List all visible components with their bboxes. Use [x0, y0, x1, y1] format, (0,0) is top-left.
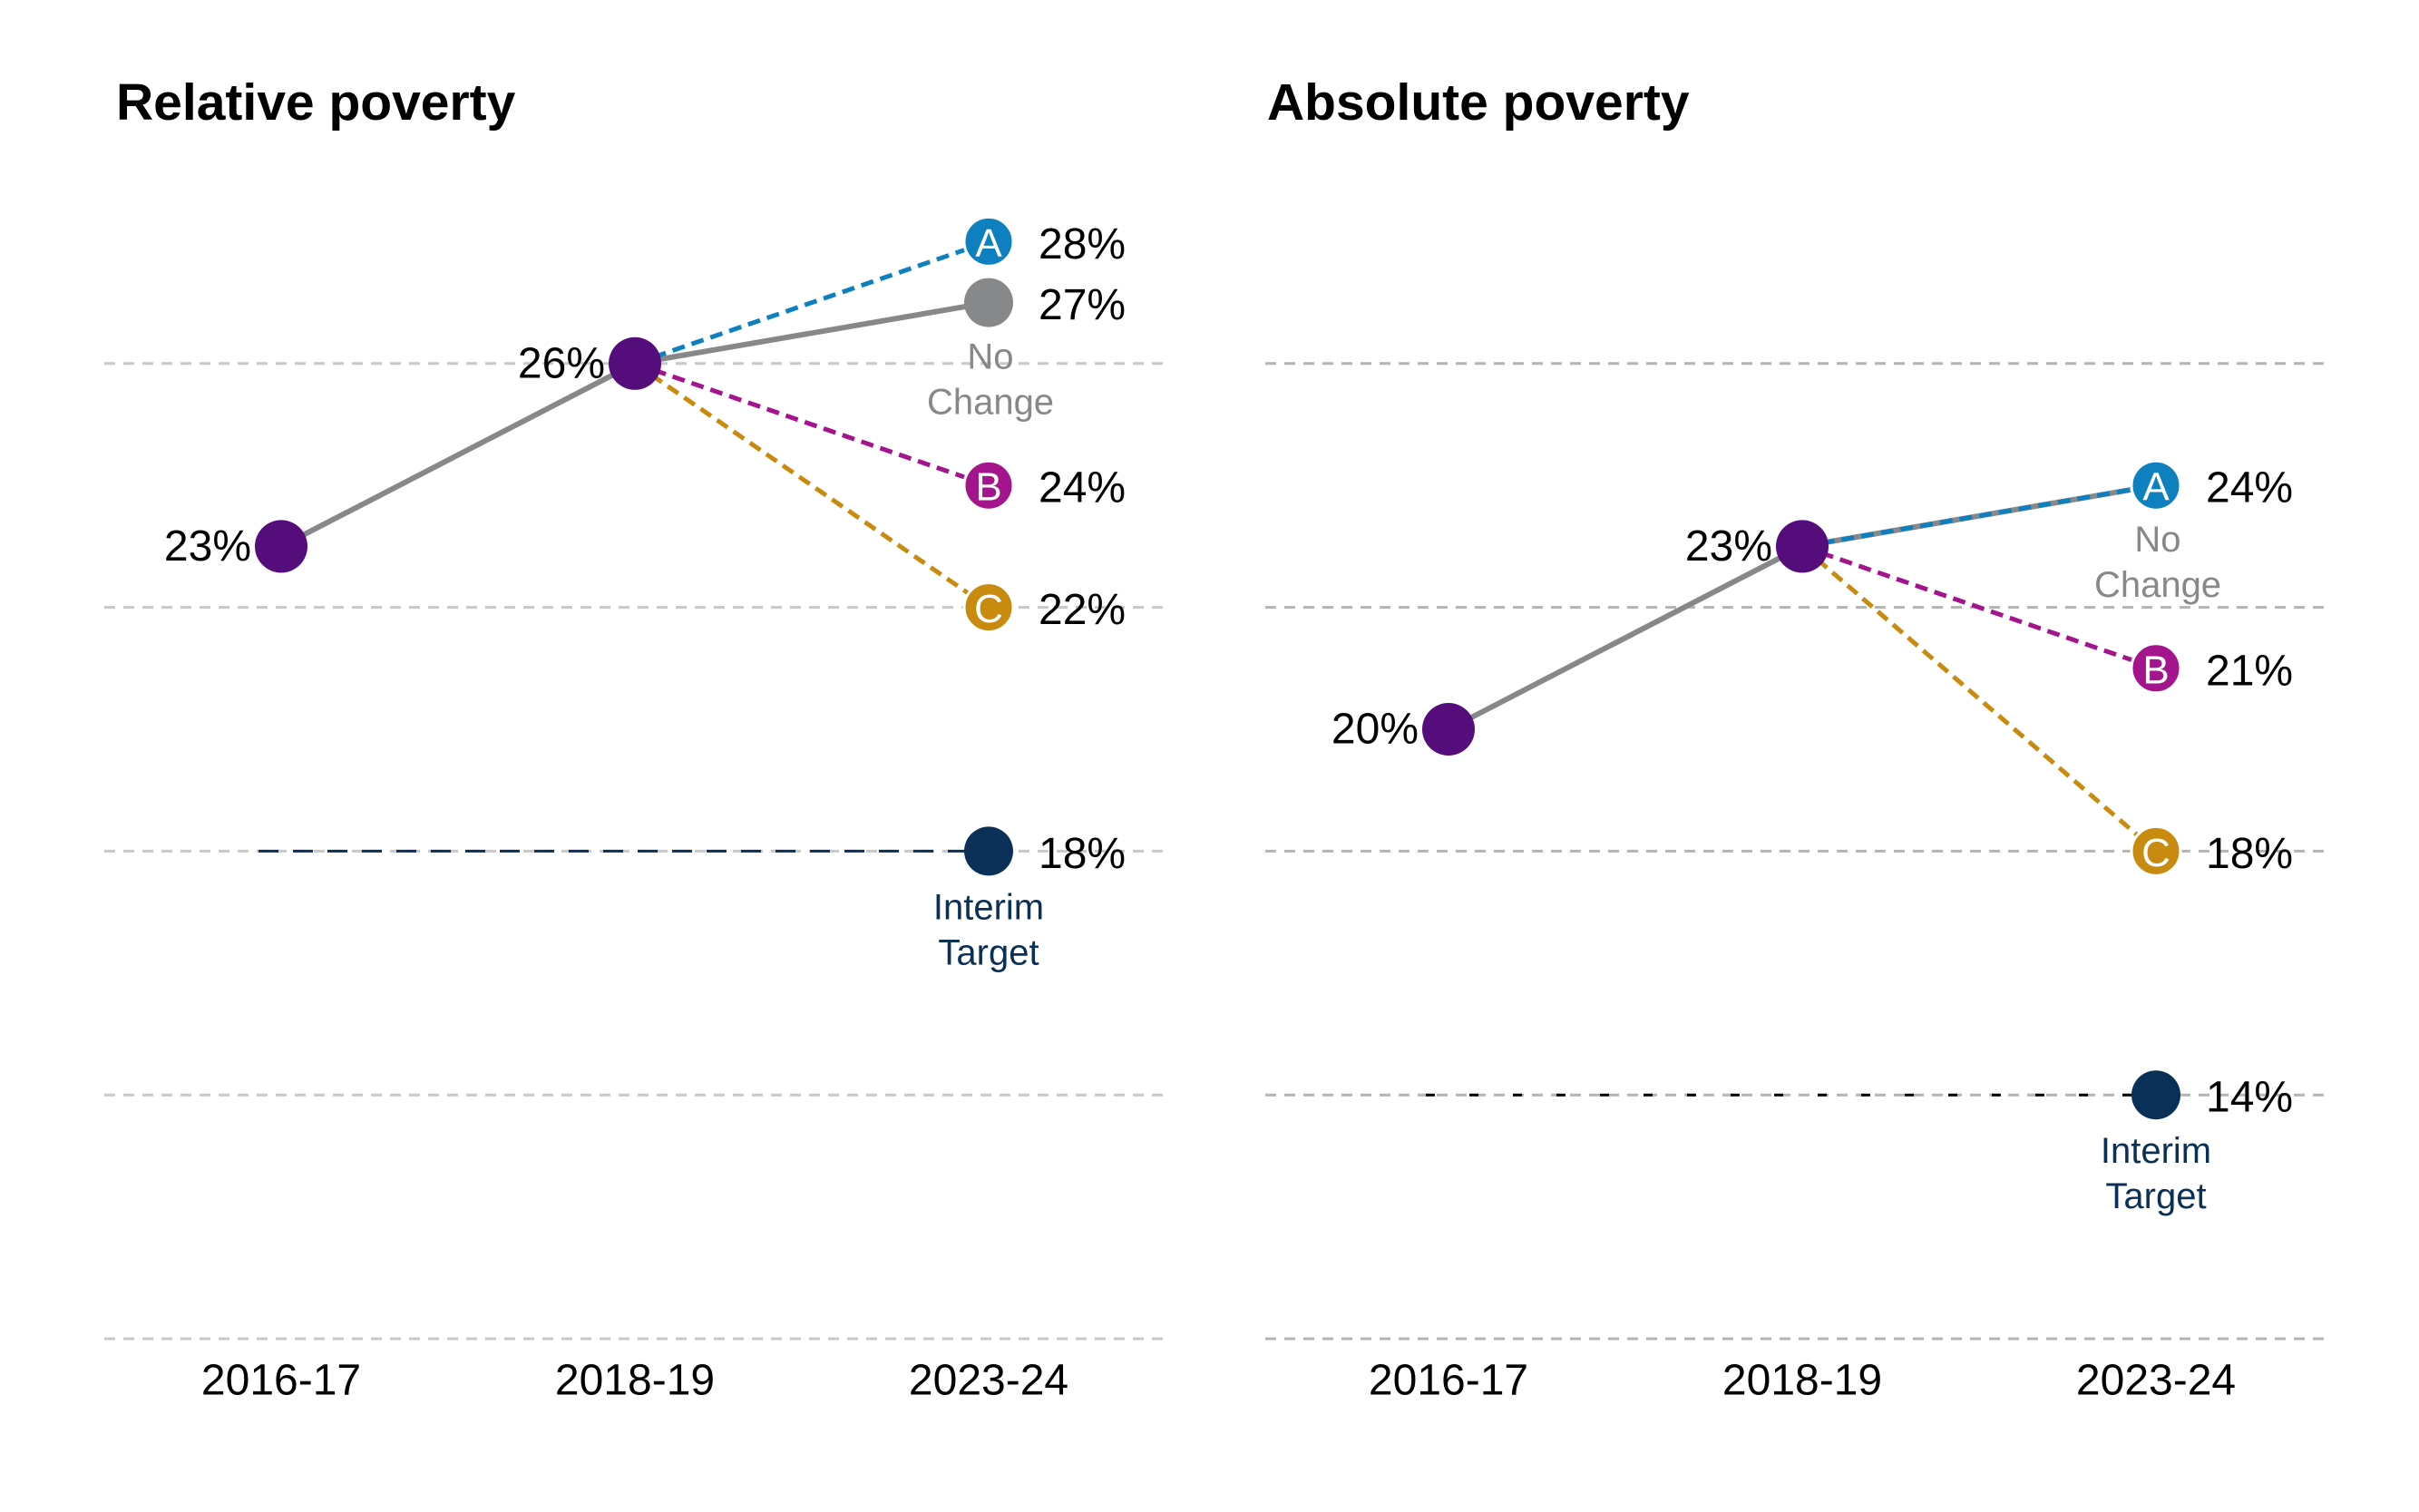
data-label: 20%	[1331, 706, 1419, 754]
no-change-note: Change	[927, 383, 1054, 423]
panel-title: Absolute poverty	[1267, 73, 1690, 132]
no-change-note: No	[2134, 520, 2180, 560]
actual-series-line	[279, 361, 637, 550]
data-label: 14%	[2206, 1074, 2293, 1122]
interim-target-note: Interim	[933, 887, 1044, 927]
scenario-c-marker	[2130, 824, 2182, 877]
no-change-marker	[964, 278, 1013, 327]
data-label: 27%	[1039, 281, 1126, 329]
scenario-letter: A	[2142, 465, 2170, 510]
data-label: 26%	[518, 339, 605, 387]
scenario-c-marker	[962, 581, 1015, 634]
scenario-a-marker	[2130, 459, 2182, 512]
actual-point	[255, 520, 307, 573]
actual-series-line	[1447, 543, 1804, 732]
scenario-b-line	[634, 361, 990, 488]
interim-target-note: Interim	[2101, 1131, 2211, 1171]
x-tick-label: 2016-17	[1369, 1357, 1528, 1405]
interim-target-marker	[964, 826, 1013, 876]
data-label: 18%	[1039, 830, 1126, 878]
scenario-letter: A	[975, 221, 1002, 266]
scenario-c-line	[1800, 544, 2158, 854]
actual-point	[1776, 520, 1829, 573]
scenario-c-line	[633, 361, 990, 610]
no-change-note: No	[967, 337, 1013, 377]
scenario-a-line	[634, 239, 990, 366]
absolute-poverty-panel: Absolute poverty 2016-17 2018-19 2023-24 20…	[1265, 73, 2326, 1405]
x-tick-label: 2023-24	[909, 1357, 1068, 1405]
data-label: 23%	[164, 522, 251, 571]
panel-title: Relative poverty	[116, 73, 516, 132]
scenario-a-marker	[962, 215, 1015, 268]
scenario-letter: B	[2142, 648, 2169, 692]
x-tick-label: 2023-24	[2076, 1357, 2236, 1405]
relative-poverty-panel: Relative poverty 2016-17 2018-19 2023-24 23…	[104, 73, 1166, 1405]
data-label: 24%	[1039, 464, 1126, 512]
data-label: 28%	[1039, 220, 1126, 268]
interim-target-note: Target	[938, 932, 1039, 972]
actual-point	[609, 337, 661, 390]
scenario-letter: C	[974, 587, 1003, 631]
scenario-b-line	[1801, 544, 2157, 671]
data-label: 18%	[2206, 830, 2293, 878]
interim-target-note: Target	[2105, 1176, 2206, 1216]
no-change-line	[634, 299, 990, 366]
data-label: 22%	[1039, 586, 1126, 634]
x-tick-label: 2018-19	[1722, 1357, 1882, 1405]
actual-point	[1422, 703, 1475, 756]
scenario-letter: C	[2141, 831, 2170, 875]
data-label: 23%	[1685, 522, 1772, 571]
no-change-note: Change	[2094, 565, 2221, 605]
scenario-letter: B	[975, 465, 1001, 510]
x-tick-label: 2016-17	[201, 1357, 361, 1405]
no-change-line	[1801, 483, 2157, 550]
scenario-b-marker	[962, 459, 1015, 512]
data-label: 21%	[2206, 647, 2293, 695]
scenario-b-marker	[2130, 642, 2182, 695]
x-tick-label: 2018-19	[555, 1357, 715, 1405]
interim-target-marker	[2131, 1070, 2180, 1120]
data-label: 24%	[2206, 464, 2293, 512]
